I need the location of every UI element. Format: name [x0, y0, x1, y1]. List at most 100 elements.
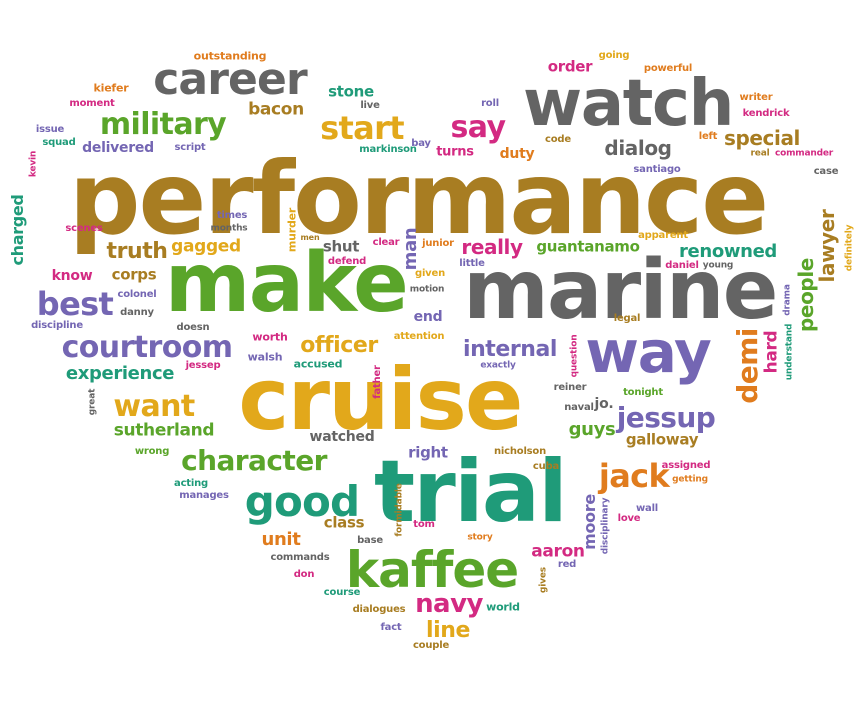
word-writer: writer	[739, 92, 773, 103]
word-renowned: renowned	[679, 241, 777, 262]
word-world: world	[486, 600, 520, 614]
word-kendrick: kendrick	[742, 108, 790, 119]
word-real: real	[750, 148, 770, 159]
word-don: don	[293, 569, 315, 580]
word-know: know	[51, 268, 93, 284]
word-dialogues: dialogues	[352, 604, 406, 615]
word-start: start	[320, 109, 404, 147]
word-hard: hard	[761, 330, 782, 374]
word-roll: roll	[481, 98, 499, 109]
word-accused: accused	[293, 357, 343, 371]
word-military: military	[99, 107, 227, 142]
word-story: story	[467, 532, 493, 543]
word-right: right	[408, 443, 448, 462]
word-young: young	[702, 260, 734, 271]
word-apparent: apparent	[638, 230, 688, 241]
word-getting: getting	[672, 474, 708, 485]
word-issue: issue	[35, 124, 65, 135]
word-man: man	[400, 227, 421, 271]
word-delivered: delivered	[82, 140, 154, 156]
word-moment: moment	[69, 98, 115, 109]
word-navy: navy	[415, 589, 483, 619]
word-dialog: dialog	[604, 136, 672, 160]
word-performance: performance	[68, 140, 769, 257]
word-disciplinary: disciplinary	[600, 497, 611, 555]
word-scenes: scenes	[65, 223, 103, 234]
word-wall: wall	[635, 503, 659, 514]
word-drama: drama	[782, 284, 793, 316]
word-wrong: wrong	[134, 446, 170, 457]
word-commander: commander	[774, 148, 834, 159]
word-truth: truth	[106, 239, 168, 264]
word-murder: murder	[285, 207, 299, 253]
word-galloway: galloway	[625, 430, 699, 449]
word-father: father	[372, 365, 383, 399]
word-stone: stone	[328, 82, 374, 101]
word-kevin: kevin	[28, 150, 39, 178]
word-discipline: discipline	[31, 320, 83, 331]
word-colonel: colonel	[117, 289, 157, 300]
word-markinson: markinson	[359, 144, 417, 155]
word-jack: jack	[598, 457, 670, 495]
word-clear: clear	[372, 237, 400, 248]
word-kaffee: kaffee	[345, 541, 519, 599]
word-character: character	[181, 444, 327, 477]
word-months: months	[210, 223, 248, 234]
word-script: script	[174, 142, 206, 153]
word-tonight: tonight	[623, 387, 663, 398]
word-cruise: cruise	[238, 350, 523, 450]
word-officer: officer	[300, 333, 378, 358]
word-tom: tom	[413, 519, 435, 530]
word-turns: turns	[436, 144, 474, 160]
word-red: red	[557, 559, 577, 570]
word-trial: trial	[374, 442, 568, 542]
word-defend: defend	[327, 256, 367, 267]
word-guantanamo: guantanamo	[536, 237, 640, 256]
word-case: case	[813, 166, 839, 177]
word-marine: marine	[463, 243, 778, 338]
word-special: special	[723, 126, 801, 150]
word-cuba: cuba	[532, 461, 560, 472]
word-legal: legal	[613, 313, 641, 324]
word-good: good	[244, 477, 360, 526]
word-worth: worth	[252, 330, 288, 344]
word-junior: junior	[422, 238, 454, 249]
word-line: line	[426, 618, 470, 643]
word-little: little	[459, 258, 485, 269]
word-definitely: definitely	[844, 224, 855, 272]
word-going: going	[598, 50, 630, 61]
word-courtroom: courtroom	[61, 330, 233, 365]
word-love: love	[617, 513, 641, 524]
word-code: code	[545, 134, 571, 145]
word-base: base	[357, 535, 383, 546]
word-exactly: exactly	[480, 360, 516, 371]
word-say: say	[450, 110, 507, 145]
word-really: really	[461, 235, 523, 259]
word-acting: acting	[174, 478, 208, 489]
word-powerful: powerful	[643, 63, 693, 74]
word-career: career	[153, 54, 307, 105]
word-moore: moore	[580, 494, 599, 550]
word-gives: gives	[538, 567, 549, 593]
word-order: order	[547, 57, 593, 76]
word-class: class	[323, 513, 365, 532]
word-times: times	[216, 210, 248, 221]
word-aaron: aaron	[531, 541, 585, 562]
word-watched: watched	[309, 429, 375, 445]
word-corps: corps	[111, 265, 157, 284]
word-make: make	[164, 236, 409, 331]
word-demi: demi	[731, 328, 764, 404]
word-want: want	[113, 389, 195, 424]
word-question: question	[569, 334, 580, 378]
word-internal: internal	[462, 337, 558, 362]
word-fact: fact	[380, 622, 402, 633]
word-sutherland: sutherland	[113, 420, 215, 441]
word-commands: commands	[270, 552, 330, 563]
word-walsh: walsh	[247, 350, 283, 364]
word-left: left	[698, 131, 718, 142]
word-manages: manages	[179, 490, 229, 501]
word-jessup: jessup	[616, 401, 716, 434]
word-lawyer: lawyer	[815, 209, 839, 283]
word-live: live	[360, 100, 380, 111]
word-outstanding: outstanding	[193, 49, 267, 63]
